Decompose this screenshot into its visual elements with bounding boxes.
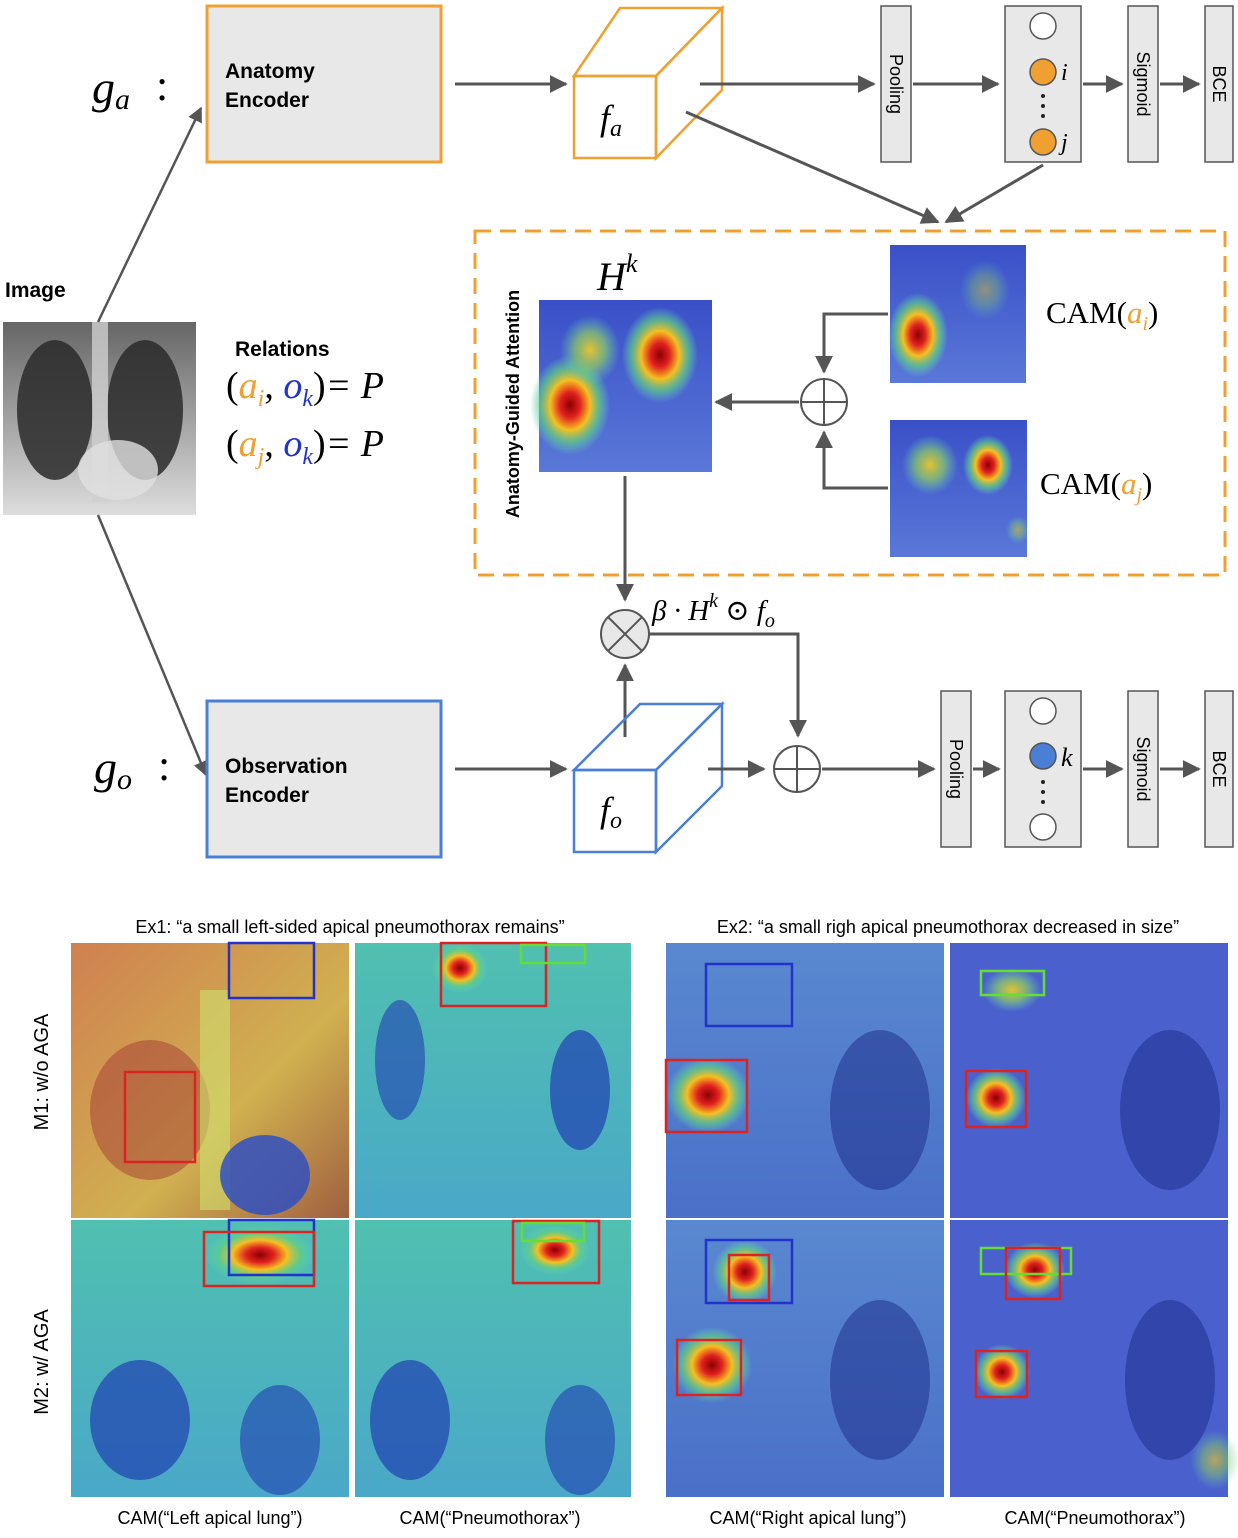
caption-pneumothorax-ex1: CAM(“Pneumothorax”) bbox=[399, 1508, 580, 1528]
ex1-m1-left-apical-heatmap bbox=[71, 941, 349, 1218]
pooling-box-bottom bbox=[940, 690, 972, 848]
caption-left-apical-lung: CAM(“Left apical lung”) bbox=[117, 1508, 302, 1528]
vector-node-j bbox=[1029, 128, 1057, 156]
relation-2: (aj, ok)= P bbox=[226, 423, 384, 470]
pooling-box-top bbox=[880, 5, 912, 163]
caption-pneumothorax-ex2: CAM(“Pneumothorax”) bbox=[1004, 1508, 1185, 1528]
image-label: Image bbox=[5, 279, 66, 302]
arrow-image-to-anatomy-encoder bbox=[96, 106, 203, 323]
node-i-label: i bbox=[1061, 60, 1068, 86]
caption-right-apical-lung: CAM(“Right apical lung”) bbox=[709, 1508, 906, 1528]
ex2-m1-right-apical-heatmap bbox=[664, 943, 944, 1218]
vector-node-empty-bottom-top bbox=[1029, 697, 1057, 725]
fo-cuboid bbox=[570, 700, 726, 856]
cam-aj-label: CAM(aj) bbox=[1040, 466, 1152, 506]
bce-label-bottom: BCE bbox=[1209, 750, 1229, 787]
ex2-m2-pneumothorax-heatmap bbox=[950, 1220, 1238, 1497]
pooling-label-bottom: Pooling bbox=[946, 739, 966, 799]
vector-node-k bbox=[1029, 742, 1057, 770]
pooling-label-top: Pooling bbox=[886, 54, 906, 114]
bce-label-top: BCE bbox=[1209, 65, 1229, 102]
bce-box-bottom bbox=[1204, 690, 1234, 848]
observation-encoder-box bbox=[205, 699, 443, 859]
relation-1: (ai, ok)= P bbox=[226, 365, 384, 412]
row2-label: M2: w/ AGA bbox=[31, 1309, 53, 1415]
arrow-cam-ai-to-sum bbox=[815, 312, 888, 374]
cam-ai-label: CAM(ai) bbox=[1046, 295, 1158, 335]
row1-label: M1: w/o AGA bbox=[31, 1013, 53, 1130]
arrow-product-to-sum bbox=[649, 632, 807, 738]
ga-colon: : bbox=[156, 61, 168, 110]
fo-label: fo bbox=[600, 790, 622, 834]
ex2-m1-pneumothorax-heatmap bbox=[950, 943, 1228, 1218]
arrow-image-to-observation-encoder bbox=[96, 514, 208, 777]
go-colon: : bbox=[158, 741, 170, 790]
go-label: go bbox=[94, 742, 132, 796]
sigmoid-label-top: Sigmoid bbox=[1133, 51, 1153, 116]
sigmoid-box-top bbox=[1127, 5, 1159, 163]
sigmoid-label-bottom: Sigmoid bbox=[1133, 736, 1153, 801]
attention-formula: β · Hk ⊙ fo bbox=[651, 590, 775, 632]
ex2-m2-right-apical-heatmap bbox=[666, 1220, 944, 1497]
relations-title: Relations bbox=[235, 338, 330, 361]
ex1-title: Ex1: “a small left-sided apical pneumoth… bbox=[135, 917, 564, 937]
cam-aj-heatmap bbox=[890, 420, 1030, 557]
vector-node-empty-bottom-low bbox=[1029, 813, 1057, 841]
anatomy-encoder-label-1: Anatomy bbox=[225, 60, 315, 83]
arrow-cam-aj-to-sum bbox=[815, 430, 888, 490]
observation-encoder-label-1: Observation bbox=[225, 755, 348, 778]
attention-label: Anatomy-Guided Attention bbox=[503, 290, 523, 518]
fa-label: fa bbox=[600, 98, 622, 142]
observation-encoder-label-2: Encoder bbox=[225, 784, 309, 807]
arrow-vector-to-attention bbox=[944, 163, 1044, 224]
node-j-label: j bbox=[1058, 130, 1068, 156]
ga-label: ga bbox=[92, 62, 130, 116]
arrow-fa-to-attention bbox=[685, 110, 940, 224]
bce-box-top bbox=[1204, 5, 1234, 163]
hk-label: Hk bbox=[596, 249, 638, 299]
vector-node-i bbox=[1029, 58, 1057, 86]
node-k-label: k bbox=[1061, 743, 1073, 772]
anatomy-encoder-label-2: Encoder bbox=[225, 89, 309, 112]
ex2-title: Ex2: “a small righ apical pneumothorax d… bbox=[717, 917, 1179, 937]
input-xray-image bbox=[3, 322, 196, 515]
sigmoid-box-bottom bbox=[1127, 690, 1159, 848]
cam-ai-heatmap bbox=[888, 245, 1026, 383]
vector-node-empty bbox=[1029, 12, 1057, 40]
ex1-m2-left-apical-heatmap bbox=[71, 1218, 349, 1497]
ex1-m1-pneumothorax-heatmap bbox=[355, 941, 631, 1218]
fa-cuboid bbox=[571, 4, 725, 162]
anatomy-encoder-box bbox=[205, 4, 443, 164]
attention-dashed-box bbox=[473, 229, 1227, 577]
hk-heatmap bbox=[530, 300, 712, 472]
ex1-m2-pneumothorax-heatmap bbox=[355, 1219, 631, 1497]
